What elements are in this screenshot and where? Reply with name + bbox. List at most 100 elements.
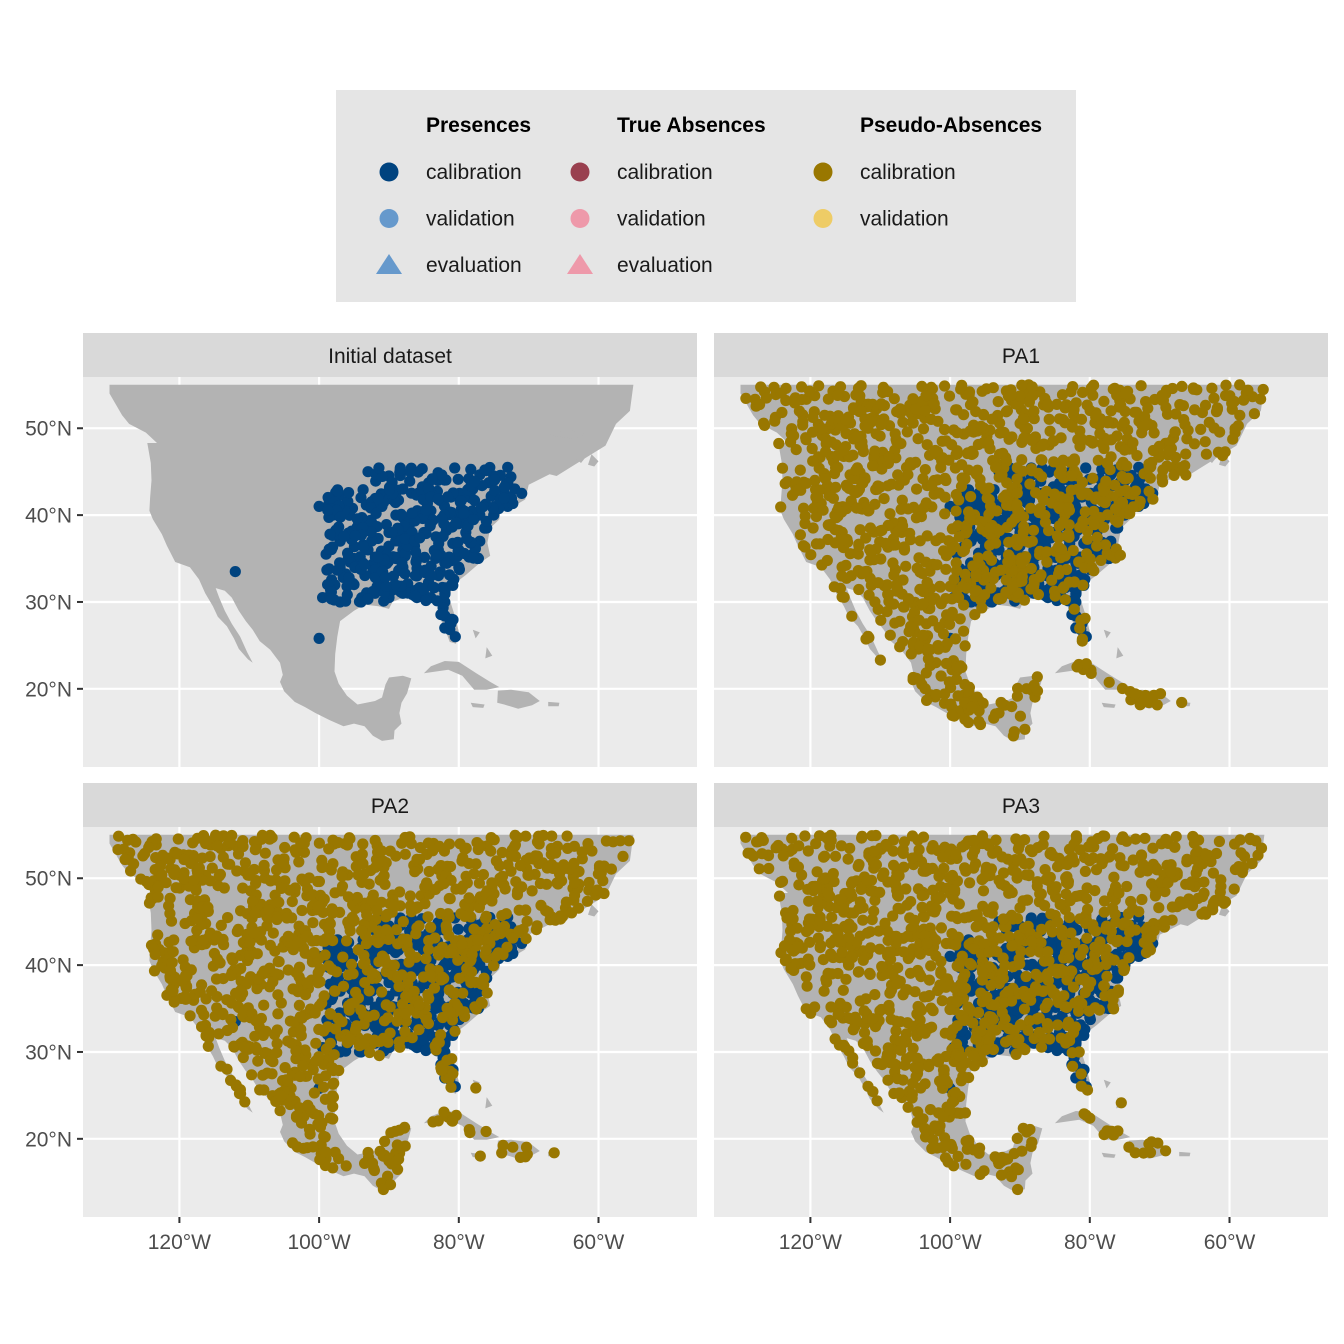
pseudo-absence-point bbox=[521, 915, 533, 927]
pseudo-absence-point bbox=[282, 1075, 294, 1087]
pseudo-absence-point bbox=[1032, 588, 1044, 601]
pseudo-absence-point bbox=[836, 570, 848, 582]
pseudo-absence-point bbox=[818, 985, 830, 997]
presence-point bbox=[445, 618, 457, 630]
presence-point bbox=[313, 632, 325, 645]
pseudo-absence-point bbox=[1046, 926, 1058, 938]
pseudo-absence-point bbox=[773, 437, 785, 450]
pseudo-absence-point bbox=[1088, 565, 1100, 577]
presence-point bbox=[516, 487, 528, 499]
pseudo-absence-point bbox=[372, 857, 384, 869]
pseudo-absence-point bbox=[799, 510, 811, 522]
pseudo-absence-point bbox=[357, 858, 369, 870]
pseudo-absence-point bbox=[250, 1015, 262, 1027]
pseudo-absence-point bbox=[520, 1141, 533, 1153]
pseudo-absence-point bbox=[1098, 906, 1110, 918]
pseudo-absence-point bbox=[249, 844, 261, 856]
pseudo-absence-point bbox=[235, 1088, 247, 1100]
pseudo-absence-point bbox=[529, 850, 542, 862]
pseudo-absence-point bbox=[776, 462, 789, 474]
pseudo-absence-point bbox=[836, 534, 849, 546]
pseudo-absence-point bbox=[413, 999, 425, 1011]
presence-point bbox=[465, 463, 477, 475]
pseudo-absence-point bbox=[287, 983, 299, 995]
pseudo-absence-point bbox=[1234, 834, 1246, 846]
pseudo-absence-point bbox=[1098, 395, 1110, 407]
pseudo-absence-point bbox=[967, 560, 979, 572]
pseudo-absence-point bbox=[972, 1006, 985, 1018]
pseudo-absence-point bbox=[273, 956, 285, 968]
legend-key-circle bbox=[379, 162, 399, 182]
presence-point bbox=[441, 557, 453, 569]
pseudo-absence-point bbox=[902, 503, 914, 515]
pseudo-absence-point bbox=[435, 1064, 448, 1076]
pseudo-absence-point bbox=[1139, 410, 1151, 422]
facet-strip bbox=[83, 333, 697, 377]
pseudo-absence-point bbox=[1147, 444, 1159, 457]
pseudo-absence-point bbox=[1006, 701, 1018, 713]
land-island bbox=[1179, 1151, 1191, 1157]
pseudo-absence-point bbox=[775, 501, 787, 513]
pseudo-absence-point bbox=[1120, 388, 1132, 400]
pseudo-absence-point bbox=[1067, 981, 1080, 993]
pseudo-absence-point bbox=[935, 462, 947, 474]
pseudo-absence-point bbox=[399, 848, 411, 860]
pseudo-absence-point bbox=[1036, 471, 1048, 483]
land-island bbox=[548, 701, 560, 707]
presence-point bbox=[357, 484, 369, 496]
pseudo-absence-point bbox=[130, 836, 142, 848]
pseudo-absence-point bbox=[272, 1008, 284, 1020]
pseudo-absence-point bbox=[526, 885, 538, 897]
pseudo-absence-point bbox=[296, 904, 308, 917]
pseudo-absence-point bbox=[373, 1050, 385, 1062]
pseudo-absence-point bbox=[345, 958, 358, 971]
pseudo-absence-point bbox=[221, 1063, 233, 1075]
pseudo-absence-point bbox=[816, 423, 828, 435]
land-island bbox=[1116, 647, 1124, 659]
legend: Presencescalibrationvalidationevaluation… bbox=[336, 90, 1076, 302]
facet-panel: PA3 bbox=[714, 783, 1328, 1217]
legend-label: calibration bbox=[617, 161, 713, 184]
pseudo-absence-point bbox=[1018, 1003, 1031, 1015]
pseudo-absence-point bbox=[324, 1008, 336, 1020]
presence-point bbox=[426, 473, 438, 485]
presence-point bbox=[1026, 958, 1038, 971]
facet-panel: Initial dataset bbox=[83, 333, 697, 767]
presence-point bbox=[357, 541, 370, 553]
pseudo-absence-point bbox=[929, 1120, 941, 1132]
pseudo-absence-point bbox=[477, 869, 489, 881]
pseudo-absence-point bbox=[431, 1036, 443, 1049]
pseudo-absence-point bbox=[379, 1135, 391, 1147]
pseudo-absence-point bbox=[541, 862, 553, 874]
pseudo-absence-point bbox=[1075, 614, 1087, 627]
pseudo-absence-point bbox=[1099, 539, 1112, 551]
pseudo-absence-point bbox=[211, 953, 223, 965]
pseudo-absence-point bbox=[323, 843, 335, 855]
pseudo-absence-point bbox=[156, 869, 168, 881]
pseudo-absence-point bbox=[425, 921, 437, 934]
facet-strip bbox=[714, 333, 1328, 377]
presence-point bbox=[1051, 1044, 1063, 1057]
pseudo-absence-point bbox=[410, 928, 422, 940]
pseudo-absence-point bbox=[327, 1064, 340, 1077]
presence-point bbox=[1129, 942, 1141, 955]
pseudo-absence-point bbox=[850, 464, 862, 476]
pseudo-absence-point bbox=[258, 859, 270, 871]
pseudo-absence-point bbox=[984, 522, 996, 534]
pseudo-absence-point bbox=[1025, 1140, 1037, 1152]
pseudo-absence-point bbox=[328, 1049, 340, 1061]
presence-point bbox=[372, 551, 384, 563]
pseudo-absence-point bbox=[822, 393, 835, 405]
pseudo-absence-point bbox=[1068, 404, 1080, 416]
pseudo-absence-point bbox=[837, 984, 849, 996]
pseudo-absence-point bbox=[870, 428, 882, 440]
pseudo-absence-point bbox=[409, 866, 421, 878]
pseudo-absence-point bbox=[867, 460, 879, 472]
pseudo-absence-point bbox=[401, 991, 413, 1004]
pseudo-absence-point bbox=[1036, 440, 1048, 452]
pseudo-absence-point bbox=[944, 618, 956, 631]
pseudo-absence-point bbox=[1018, 432, 1030, 444]
pseudo-absence-point bbox=[946, 709, 958, 722]
pseudo-absence-point bbox=[312, 967, 324, 979]
pseudo-absence-point bbox=[1014, 710, 1026, 722]
